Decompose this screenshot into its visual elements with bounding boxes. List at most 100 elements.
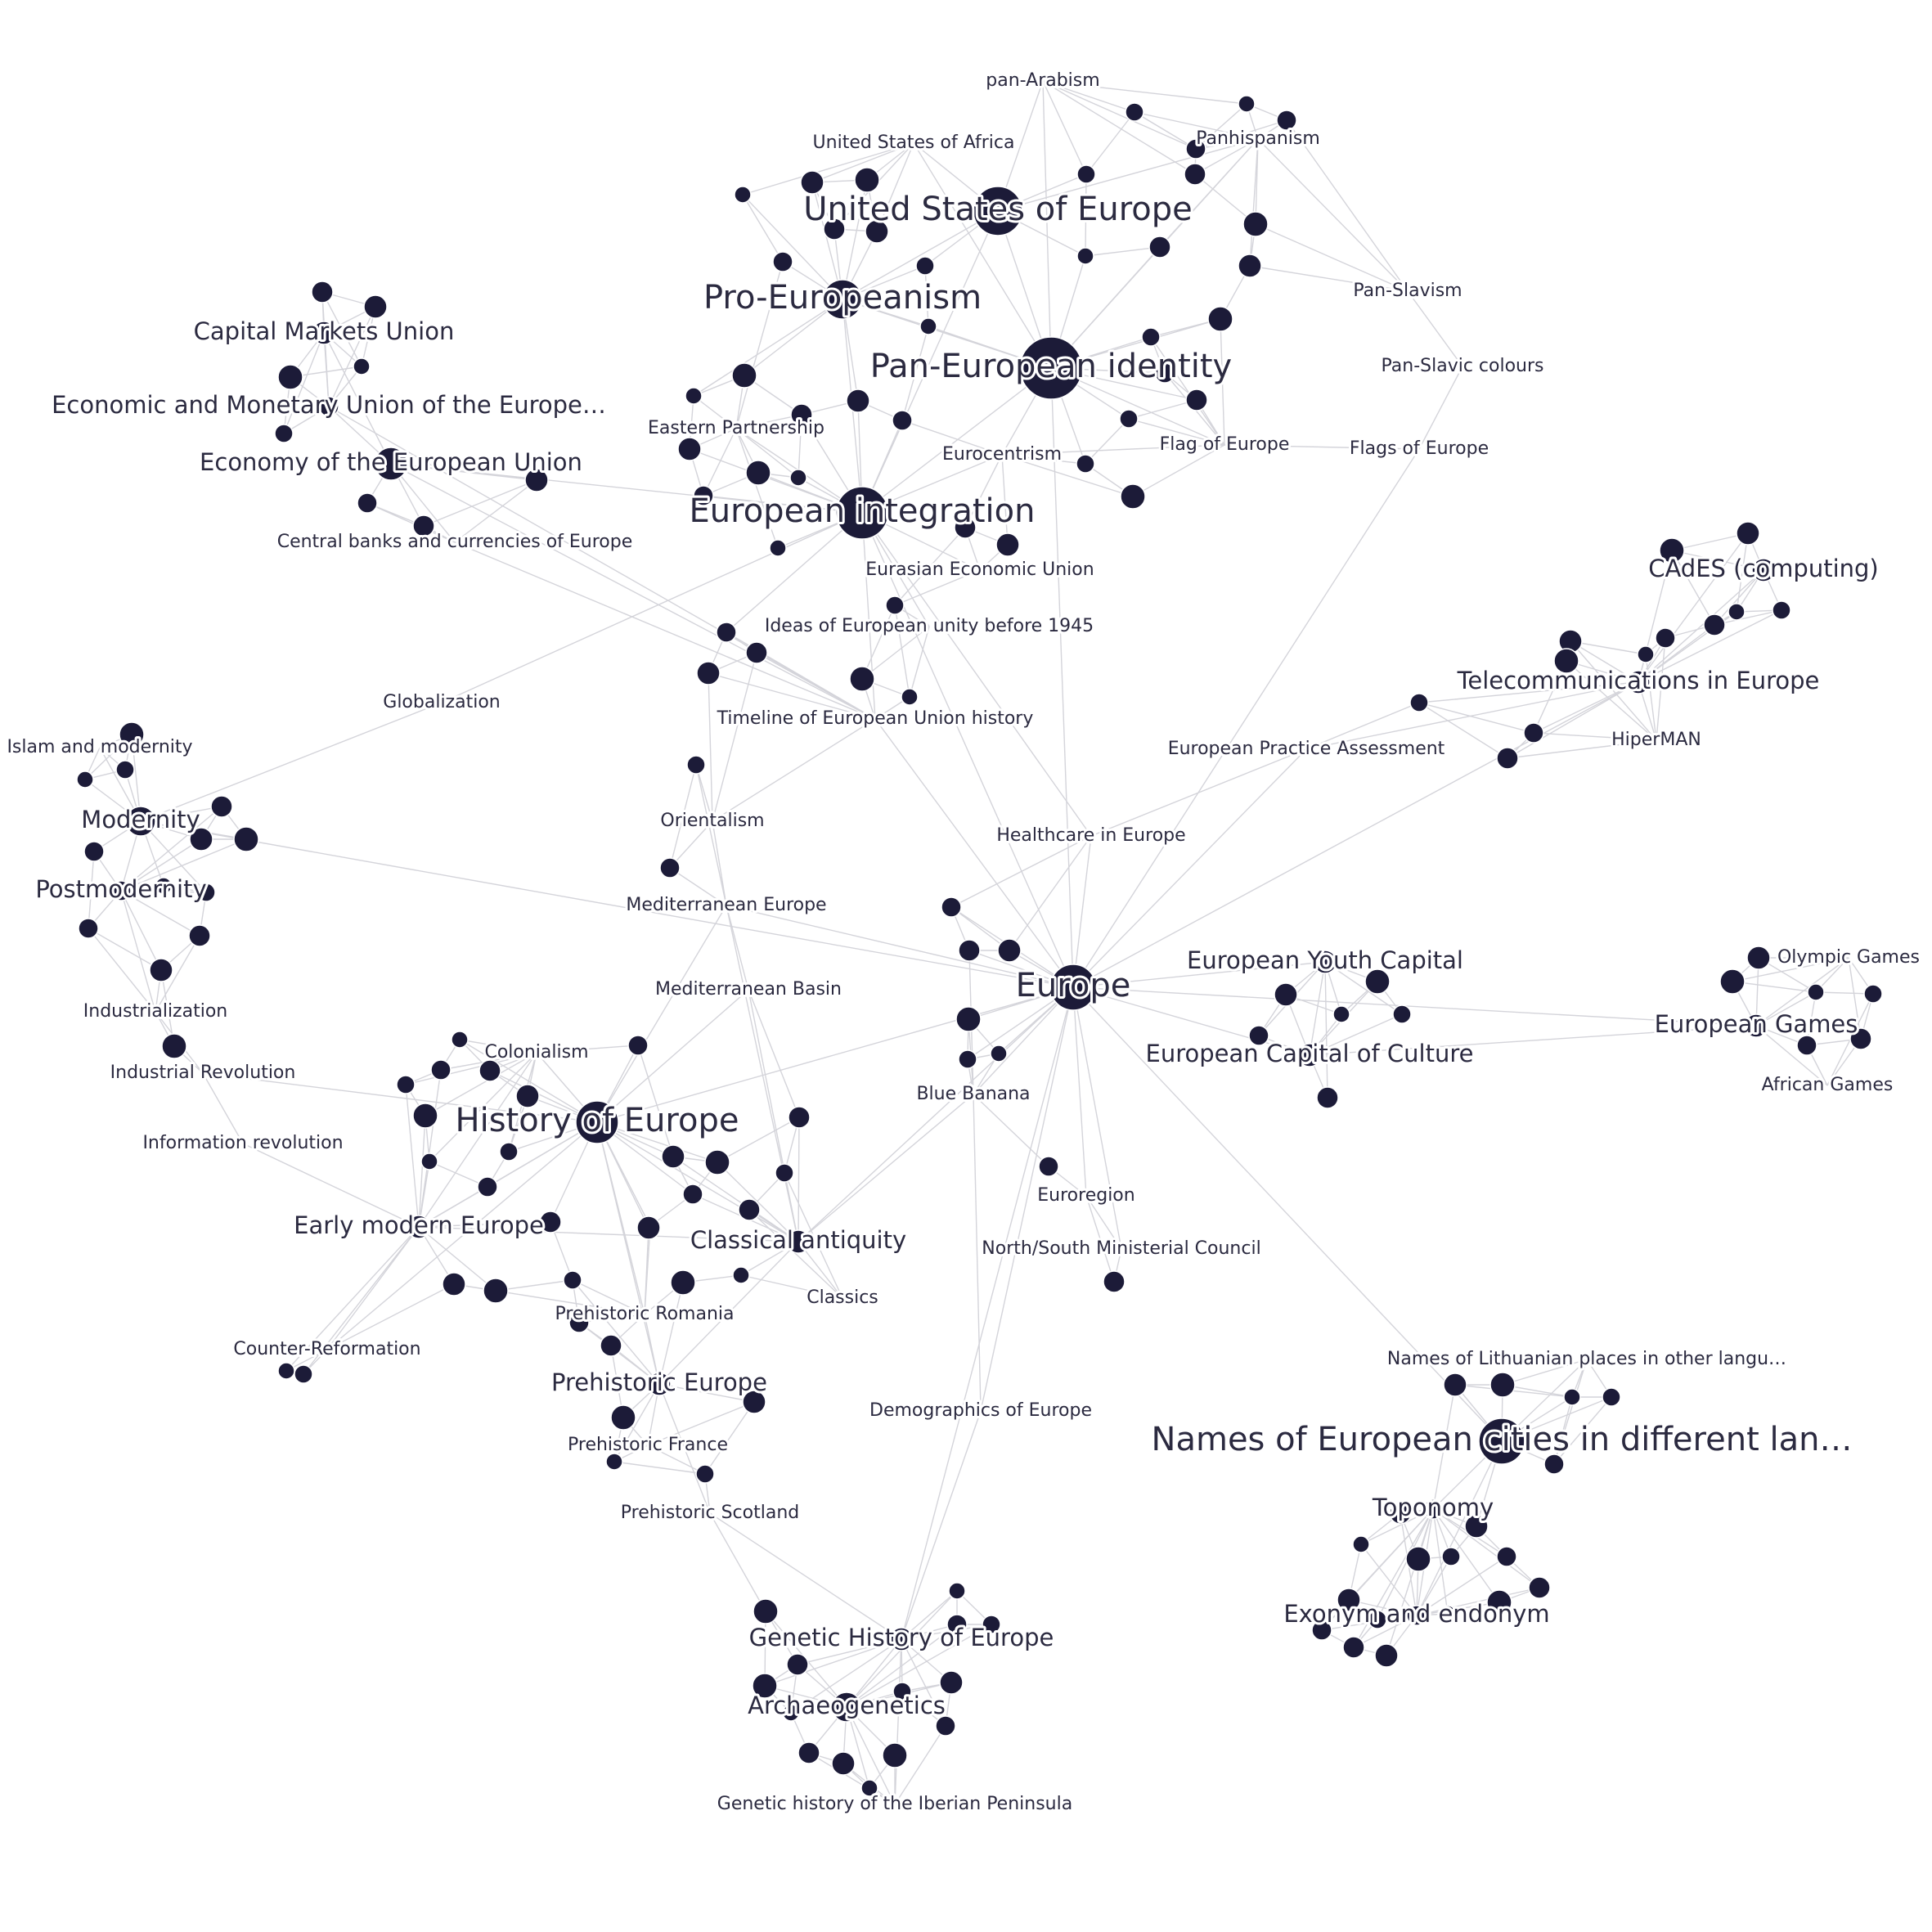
node-nsmc[interactable]: North/South Ministerial Council: [979, 1236, 1263, 1261]
graph-node[interactable]: [1368, 1610, 1387, 1629]
graph-node[interactable]: [1863, 984, 1883, 1004]
graph-node[interactable]: [1184, 163, 1206, 186]
graph-node[interactable]: [782, 1704, 800, 1722]
node-capital-markets[interactable]: Capital Markets Union: [191, 315, 457, 348]
graph-node[interactable]: [605, 1453, 623, 1471]
graph-node[interactable]: [1242, 211, 1269, 237]
node-genetic-history[interactable]: Genetic History of Europe: [747, 1621, 1057, 1654]
node-circle[interactable]: [575, 1100, 619, 1144]
graph-node[interactable]: [685, 387, 703, 405]
graph-node[interactable]: [1076, 454, 1095, 474]
graph-node[interactable]: [78, 918, 99, 939]
graph-node[interactable]: [1489, 1372, 1516, 1398]
graph-node[interactable]: [1141, 327, 1161, 347]
graph-node[interactable]: [430, 1059, 452, 1081]
graph-node[interactable]: [1389, 1502, 1412, 1525]
node-integration[interactable]: European integration: [687, 486, 1037, 540]
node-pan-slavism[interactable]: Pan-Slavism: [1350, 278, 1464, 303]
graph-node[interactable]: [149, 958, 173, 982]
graph-node[interactable]: [831, 1751, 856, 1776]
graph-node[interactable]: [769, 539, 787, 557]
node-youth-capital[interactable]: European Youth Capital: [1184, 944, 1466, 977]
node-colonialism[interactable]: Colonialism: [482, 1040, 591, 1065]
graph-node[interactable]: [1637, 645, 1655, 663]
graph-node[interactable]: [1038, 1156, 1059, 1177]
graph-node[interactable]: [1392, 1004, 1412, 1024]
node-healthcare[interactable]: Healthcare in Europe: [994, 823, 1188, 848]
node-eu-games[interactable]: European Games: [1652, 1008, 1861, 1040]
node-globalization[interactable]: Globalization: [380, 690, 502, 715]
graph-node[interactable]: [948, 1582, 966, 1600]
node-archaeogenetics[interactable]: Archaeogenetics: [745, 1689, 948, 1723]
node-info-rev[interactable]: Information revolution: [140, 1130, 345, 1156]
node-olympic[interactable]: Olympic Games: [1775, 945, 1922, 970]
graph-node[interactable]: [1207, 306, 1233, 332]
graph-node[interactable]: [990, 1045, 1008, 1063]
node-euroregion[interactable]: Euroregion: [1035, 1183, 1137, 1208]
graph-node[interactable]: [1496, 747, 1519, 770]
graph-node[interactable]: [1148, 236, 1171, 258]
node-african-games[interactable]: African Games: [1759, 1072, 1896, 1098]
graph-node[interactable]: [1316, 1086, 1339, 1109]
graph-node[interactable]: [982, 1615, 1001, 1634]
graph-node[interactable]: [277, 364, 303, 390]
graph-node[interactable]: [210, 795, 233, 818]
graph-node[interactable]: [515, 1084, 540, 1108]
node-panhispanism[interactable]: Panhispanism: [1193, 126, 1323, 151]
node-circle[interactable]: [1626, 670, 1651, 694]
graph-node[interactable]: [1796, 1035, 1817, 1056]
node-pan-arabism[interactable]: pan-Arabism: [983, 68, 1102, 93]
node-classical[interactable]: Classical antiquity: [688, 1224, 909, 1256]
graph-node[interactable]: [119, 721, 145, 748]
graph-node[interactable]: [115, 760, 135, 780]
graph-node[interactable]: [524, 468, 549, 492]
graph-node[interactable]: [1496, 1546, 1517, 1567]
graph-node[interactable]: [682, 1184, 703, 1205]
graph-node[interactable]: [659, 857, 681, 878]
graph-node[interactable]: [1405, 1546, 1431, 1572]
node-industrial-rev[interactable]: Industrial Revolution: [108, 1060, 299, 1085]
graph-node[interactable]: [451, 1031, 469, 1049]
node-pre-europe[interactable]: Prehistoric Europe: [549, 1366, 770, 1399]
graph-node[interactable]: [995, 532, 1020, 557]
graph-node[interactable]: [661, 1144, 685, 1169]
graph-node[interactable]: [1274, 982, 1298, 1007]
graph-node[interactable]: [610, 1404, 636, 1431]
graph-node[interactable]: [670, 1269, 696, 1296]
node-circle[interactable]: [1751, 558, 1776, 582]
graph-node[interactable]: [790, 403, 813, 426]
graph-node[interactable]: [1441, 1547, 1461, 1566]
graph-node[interactable]: [1553, 648, 1579, 674]
node-med-basin[interactable]: Mediterranean Basin: [653, 977, 844, 1002]
node-orientalism[interactable]: Orientalism: [658, 808, 766, 833]
graph-node[interactable]: [274, 424, 294, 443]
graph-node[interactable]: [752, 1673, 778, 1699]
graph-node[interactable]: [846, 389, 870, 413]
node-europe[interactable]: Europe: [1013, 964, 1133, 1011]
graph-node[interactable]: [1563, 1388, 1581, 1406]
node-circle[interactable]: [1019, 336, 1083, 400]
graph-node[interactable]: [1486, 1589, 1512, 1615]
graph-node[interactable]: [1807, 983, 1825, 1001]
node-circle[interactable]: [407, 1215, 431, 1239]
graph-node[interactable]: [189, 827, 213, 851]
graph-node[interactable]: [353, 357, 371, 375]
node-pan-slavic-colours[interactable]: Pan-Slavic colours: [1379, 353, 1547, 379]
node-circle[interactable]: [125, 806, 156, 837]
node-hiperman[interactable]: HiperMAN: [1609, 727, 1704, 753]
graph-node[interactable]: [83, 841, 105, 862]
graph-node[interactable]: [775, 1163, 794, 1183]
graph-node[interactable]: [742, 1390, 766, 1414]
node-history[interactable]: History of Europe: [453, 1099, 741, 1144]
node-pre-france[interactable]: Prehistoric France: [565, 1432, 730, 1458]
graph-node[interactable]: [753, 1598, 779, 1624]
graph-node[interactable]: [499, 1142, 519, 1161]
graph-node[interactable]: [716, 622, 737, 643]
graph-node[interactable]: [1523, 722, 1544, 744]
node-circle[interactable]: [374, 447, 408, 481]
node-pan-identity[interactable]: Pan-European identity: [868, 336, 1234, 400]
graph-node[interactable]: [1076, 164, 1096, 184]
node-ideas-unity[interactable]: Ideas of European unity before 1945: [762, 613, 1096, 639]
node-circle[interactable]: [1297, 1043, 1322, 1067]
graph-node[interactable]: [1337, 1588, 1361, 1612]
